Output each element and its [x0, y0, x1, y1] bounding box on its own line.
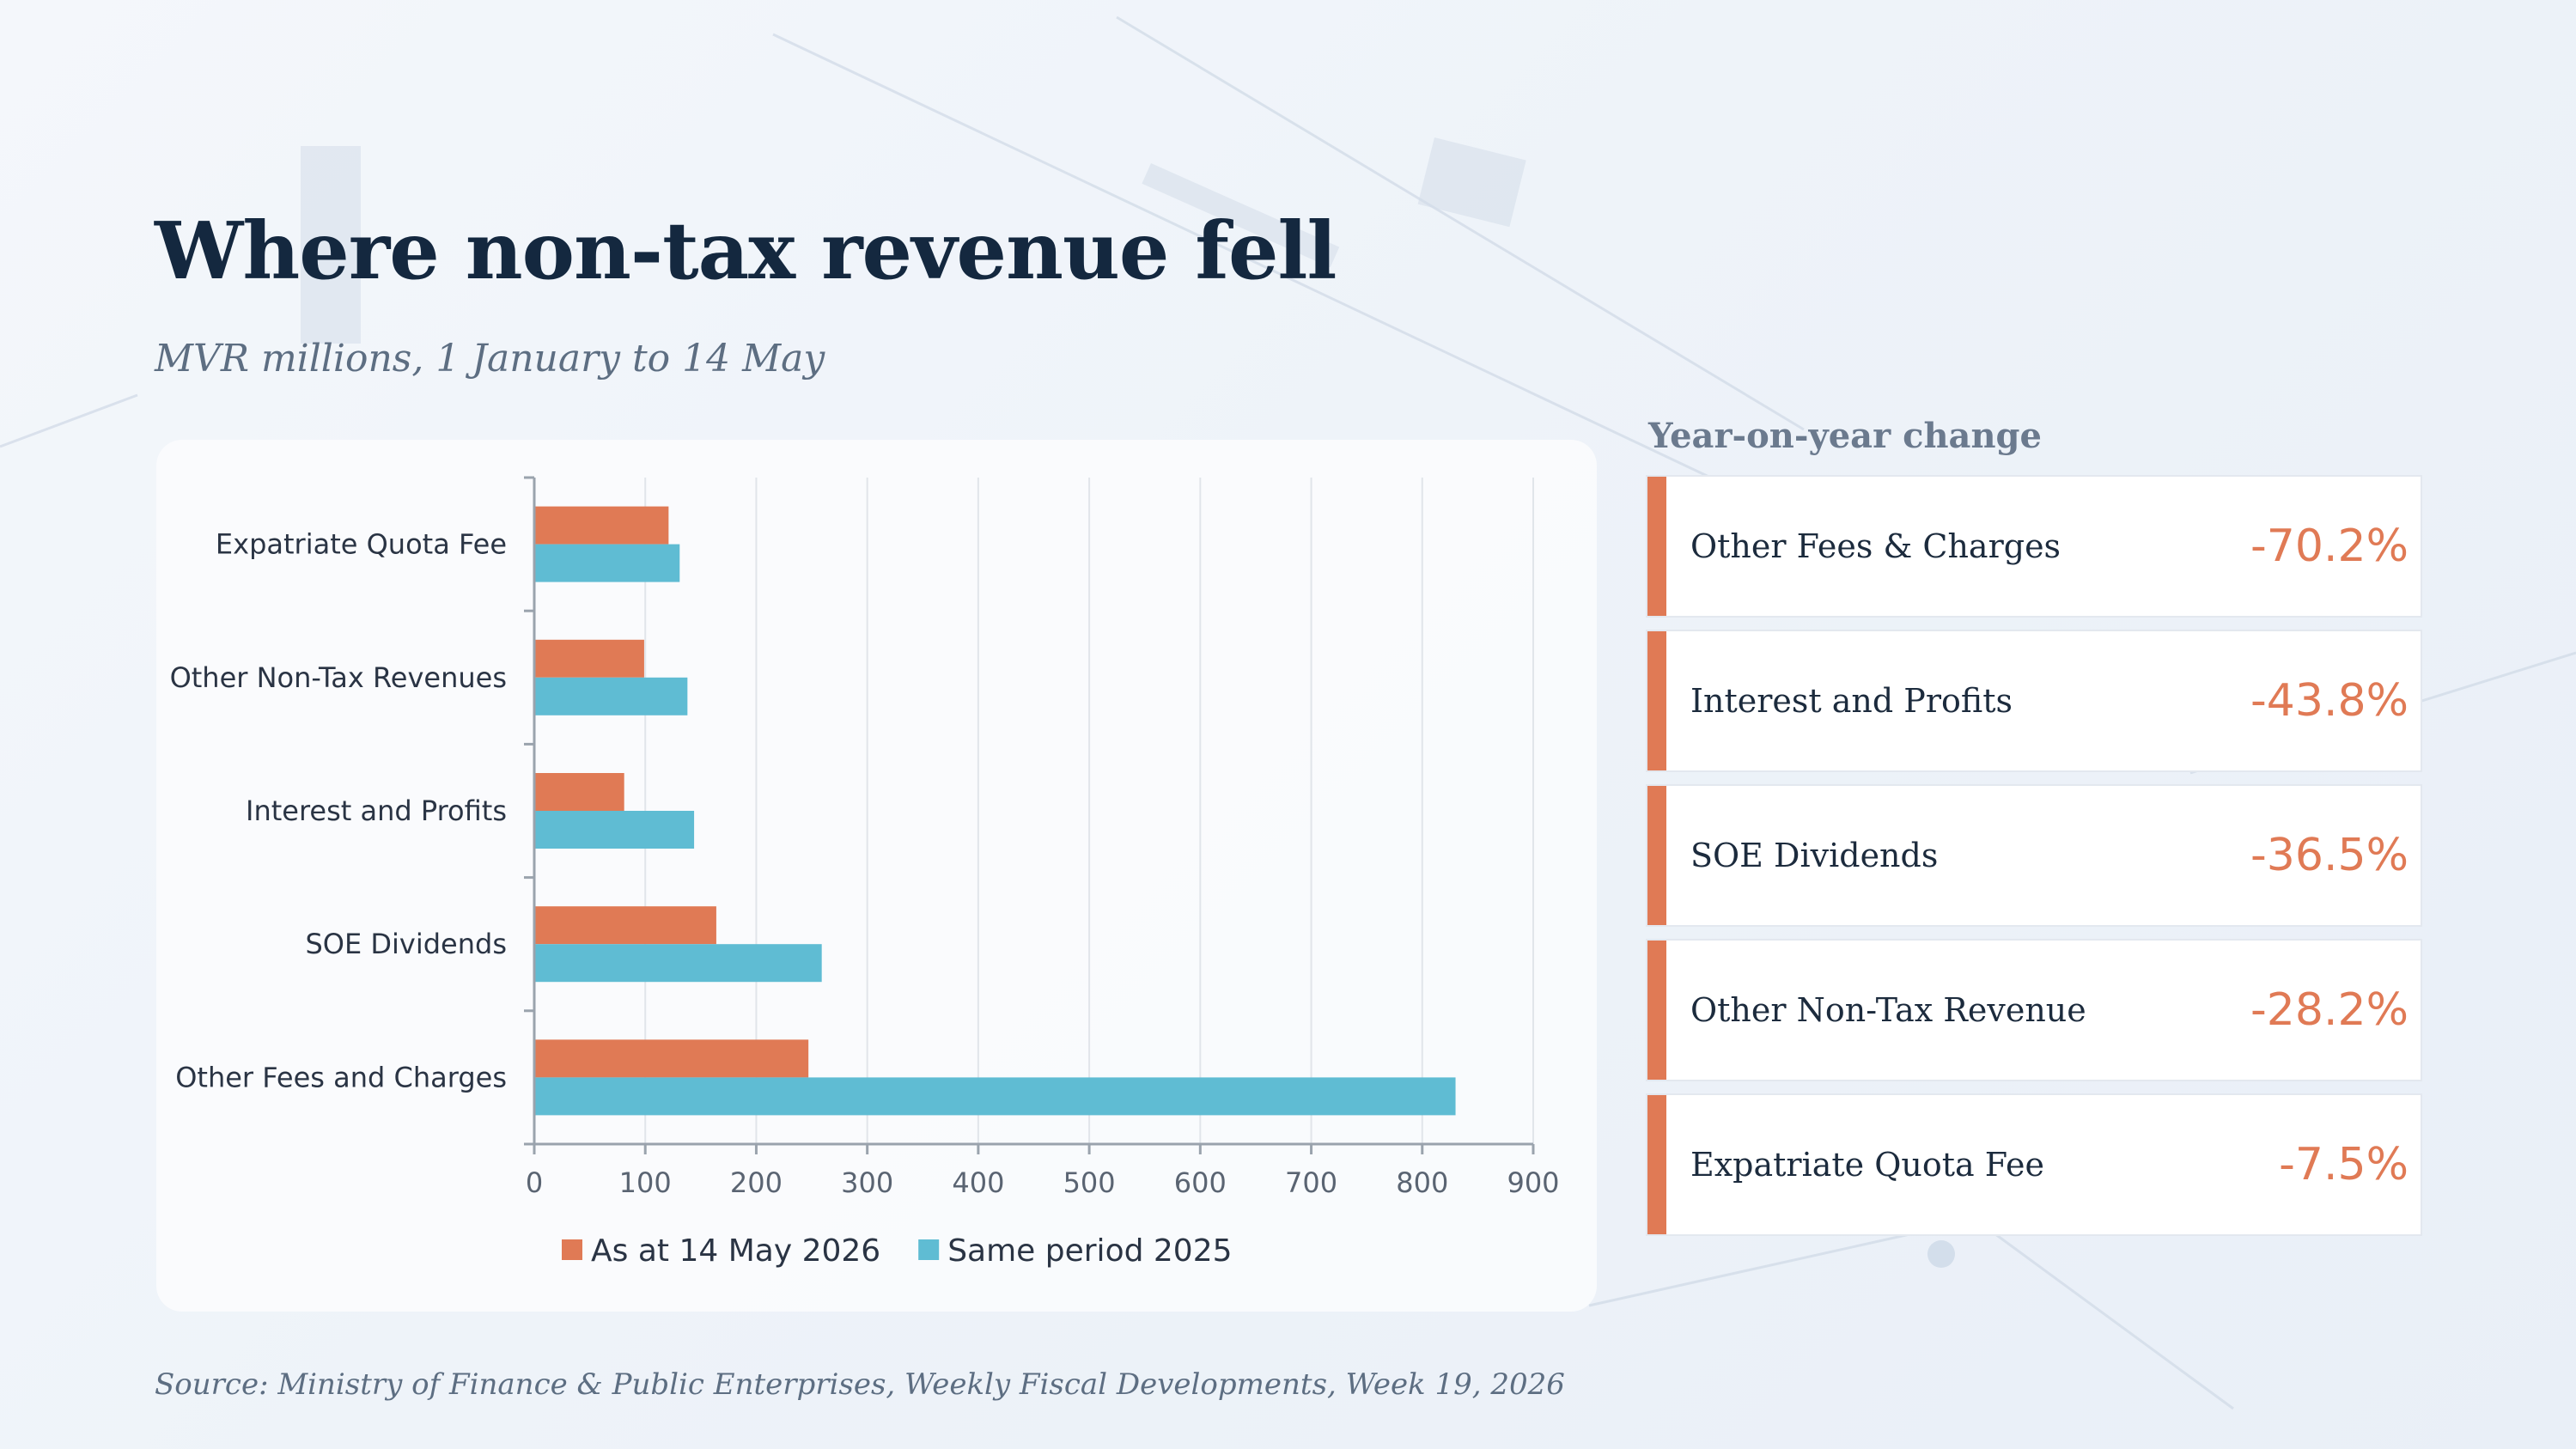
- category-label: Expatriate Quota Fee: [216, 528, 507, 561]
- yoy-value: -43.8%: [2250, 675, 2409, 727]
- legend-layer: As at 14 May 2026 Same period 2025: [562, 1233, 1233, 1269]
- bar-2026: [534, 1039, 809, 1078]
- yoy-value: -70.2%: [2250, 521, 2409, 572]
- bar-chart: 0 100 200 300 400 500 600 700 800 900 Expatriate Q…: [170, 476, 1560, 1269]
- yoy-card-interest-profits: Interest and Profits -43.8%: [1646, 630, 2422, 772]
- page-title: Where non-tax revenue fell: [155, 204, 1337, 297]
- bar-2025: [534, 677, 688, 715]
- yoy-value: -7.5%: [2279, 1139, 2409, 1190]
- legend-label: Same period 2025: [947, 1233, 1232, 1269]
- yoy-accent-bar: [1647, 941, 1666, 1080]
- legend-swatch: [918, 1239, 940, 1260]
- yoy-label: SOE Dividends: [1690, 837, 1939, 874]
- category-label: Other Fees and Charges: [175, 1061, 507, 1093]
- source-note: Source: Ministry of Finance & Public Ent…: [155, 1367, 1565, 1402]
- page-subtitle: MVR millions, 1 January to 14 May: [155, 337, 825, 381]
- yoy-card-expatriate-quota: Expatriate Quota Fee -7.5%: [1646, 1093, 2422, 1236]
- yoy-accent-bar: [1647, 631, 1666, 770]
- category-label: Interest and Profits: [246, 795, 507, 827]
- category-label: SOE Dividends: [305, 928, 507, 960]
- yoy-heading: Year-on-year change: [1648, 416, 2042, 456]
- yoy-label: Other Fees & Charges: [1690, 527, 2061, 565]
- bar-2025: [534, 811, 695, 849]
- yoy-card-other-fees: Other Fees & Charges -70.2%: [1646, 475, 2422, 618]
- yoy-value: -36.5%: [2250, 830, 2409, 881]
- bars-layer: [534, 506, 1456, 1116]
- yoy-label: Other Non-Tax Revenue: [1690, 991, 2086, 1029]
- legend-swatch: [562, 1239, 582, 1260]
- chart-panel: 0 100 200 300 400 500 600 700 800 900 Expatriate Q…: [156, 440, 1597, 1312]
- x-tick-label: 0: [526, 1166, 543, 1199]
- yoy-card-other-non-tax: Other Non-Tax Revenue -28.2%: [1646, 939, 2422, 1081]
- x-tick-label: 200: [730, 1166, 783, 1199]
- yoy-list: Other Fees & Charges -70.2% Interest and…: [1646, 475, 2422, 1248]
- bar-2026: [534, 639, 644, 678]
- yoy-label: Expatriate Quota Fee: [1690, 1146, 2045, 1184]
- category-label: Other Non-Tax Revenues: [170, 661, 507, 694]
- yoy-accent-bar: [1647, 786, 1666, 925]
- x-tick-label: 500: [1063, 1166, 1116, 1199]
- yoy-value: -28.2%: [2250, 984, 2409, 1036]
- yoy-card-soe-dividends: SOE Dividends -36.5%: [1646, 784, 2422, 927]
- yoy-accent-bar: [1647, 477, 1666, 616]
- bar-2025: [534, 544, 680, 582]
- bar-2025: [534, 944, 822, 983]
- axis-layer: 0 100 200 300 400 500 600 700 800 900 Expatriate Q…: [170, 476, 1560, 1199]
- x-tick-label: 800: [1396, 1166, 1448, 1199]
- bar-2025: [534, 1077, 1456, 1116]
- x-tick-label: 900: [1507, 1166, 1559, 1199]
- bar-2026: [534, 906, 716, 945]
- x-tick-label: 400: [952, 1166, 1004, 1199]
- x-tick-label: 300: [841, 1166, 893, 1199]
- x-tick-label: 100: [619, 1166, 672, 1199]
- yoy-accent-bar: [1647, 1095, 1666, 1234]
- bar-2026: [534, 773, 624, 811]
- yoy-label: Interest and Profits: [1690, 682, 2013, 720]
- x-tick-label: 700: [1285, 1166, 1337, 1199]
- x-tick-label: 600: [1174, 1166, 1227, 1199]
- legend-label: As at 14 May 2026: [591, 1233, 880, 1269]
- bar-2026: [534, 506, 669, 545]
